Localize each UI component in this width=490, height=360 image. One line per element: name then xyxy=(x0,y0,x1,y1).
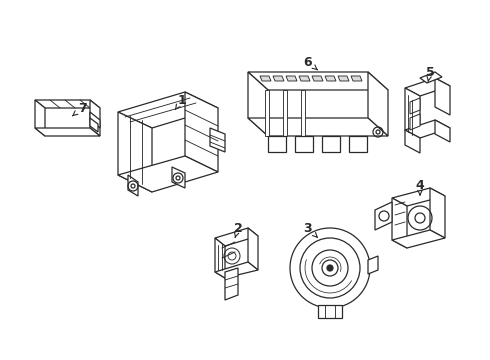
Polygon shape xyxy=(430,188,445,238)
Polygon shape xyxy=(375,202,392,230)
Text: 7: 7 xyxy=(73,102,86,116)
Polygon shape xyxy=(248,228,258,270)
Polygon shape xyxy=(318,305,342,318)
Polygon shape xyxy=(35,128,100,136)
Text: 6: 6 xyxy=(304,55,318,70)
Polygon shape xyxy=(435,120,450,142)
Polygon shape xyxy=(90,112,100,128)
Polygon shape xyxy=(90,100,100,136)
Polygon shape xyxy=(90,118,98,132)
Polygon shape xyxy=(322,136,340,152)
Polygon shape xyxy=(215,238,225,278)
Polygon shape xyxy=(351,76,362,81)
Polygon shape xyxy=(392,188,445,206)
Polygon shape xyxy=(215,262,258,278)
Polygon shape xyxy=(338,76,349,81)
Polygon shape xyxy=(35,100,45,136)
Polygon shape xyxy=(273,76,284,81)
Polygon shape xyxy=(420,72,442,83)
Polygon shape xyxy=(299,76,310,81)
Polygon shape xyxy=(325,76,336,81)
Polygon shape xyxy=(405,78,450,96)
Text: 4: 4 xyxy=(416,179,424,195)
Polygon shape xyxy=(301,90,305,136)
Polygon shape xyxy=(265,90,269,136)
Polygon shape xyxy=(210,128,225,152)
Polygon shape xyxy=(118,92,218,128)
Text: 5: 5 xyxy=(426,66,434,81)
Polygon shape xyxy=(405,88,420,138)
Polygon shape xyxy=(185,92,218,172)
Polygon shape xyxy=(35,100,100,108)
Polygon shape xyxy=(405,130,420,153)
Polygon shape xyxy=(295,136,313,152)
Polygon shape xyxy=(392,198,407,248)
Polygon shape xyxy=(248,72,268,136)
Polygon shape xyxy=(260,76,271,81)
Polygon shape xyxy=(368,256,378,274)
Polygon shape xyxy=(349,136,367,152)
Polygon shape xyxy=(248,118,388,136)
Polygon shape xyxy=(312,76,323,81)
Text: 2: 2 xyxy=(234,221,243,237)
Polygon shape xyxy=(435,78,450,115)
Polygon shape xyxy=(368,72,388,136)
Polygon shape xyxy=(215,228,258,246)
Polygon shape xyxy=(172,167,185,188)
Text: 3: 3 xyxy=(304,221,318,237)
Polygon shape xyxy=(248,72,388,90)
Polygon shape xyxy=(118,156,218,192)
Polygon shape xyxy=(410,114,420,130)
Polygon shape xyxy=(225,268,238,300)
Polygon shape xyxy=(410,98,420,114)
Polygon shape xyxy=(268,136,286,152)
Polygon shape xyxy=(283,90,287,136)
Polygon shape xyxy=(392,230,445,248)
Polygon shape xyxy=(128,175,138,196)
Polygon shape xyxy=(405,120,450,138)
Polygon shape xyxy=(118,112,152,192)
Circle shape xyxy=(327,265,333,271)
Text: 1: 1 xyxy=(175,94,186,109)
Polygon shape xyxy=(286,76,297,81)
